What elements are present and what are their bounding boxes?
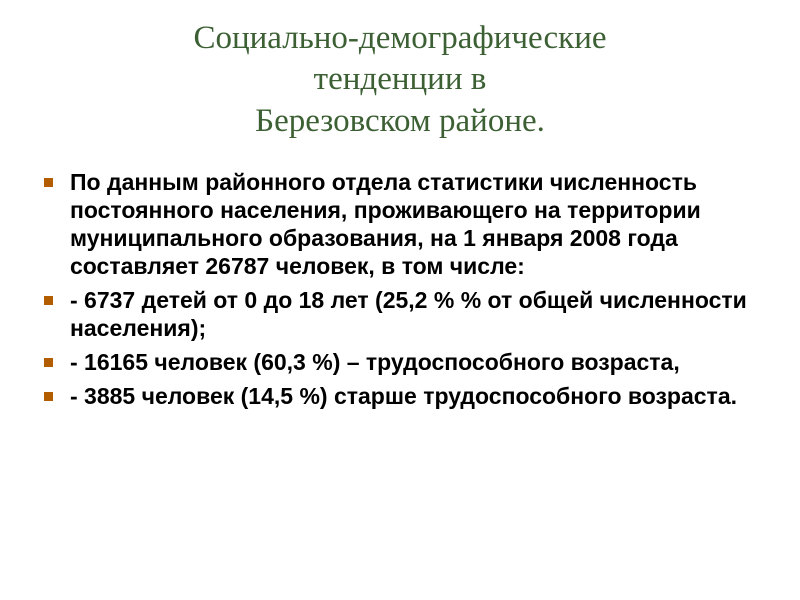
- list-item: - 16165 человек (60,3 %) – трудоспособно…: [64, 348, 764, 376]
- slide-container: Социально-демографические тенденции в Бе…: [0, 0, 800, 600]
- bullet-list: По данным районного отдела статистики чи…: [36, 168, 764, 410]
- list-item: - 3885 человек (14,5 %) старше трудоспос…: [64, 382, 764, 410]
- slide-title: Социально-демографические тенденции в Бе…: [36, 18, 764, 142]
- list-item: По данным районного отдела статистики чи…: [64, 168, 764, 280]
- title-line-3: Березовском районе.: [255, 103, 545, 139]
- list-item: - 6737 детей от 0 до 18 лет (25,2 % % от…: [64, 286, 764, 342]
- title-line-1: Социально-демографические: [193, 20, 606, 56]
- title-line-2: тенденции в: [314, 61, 487, 97]
